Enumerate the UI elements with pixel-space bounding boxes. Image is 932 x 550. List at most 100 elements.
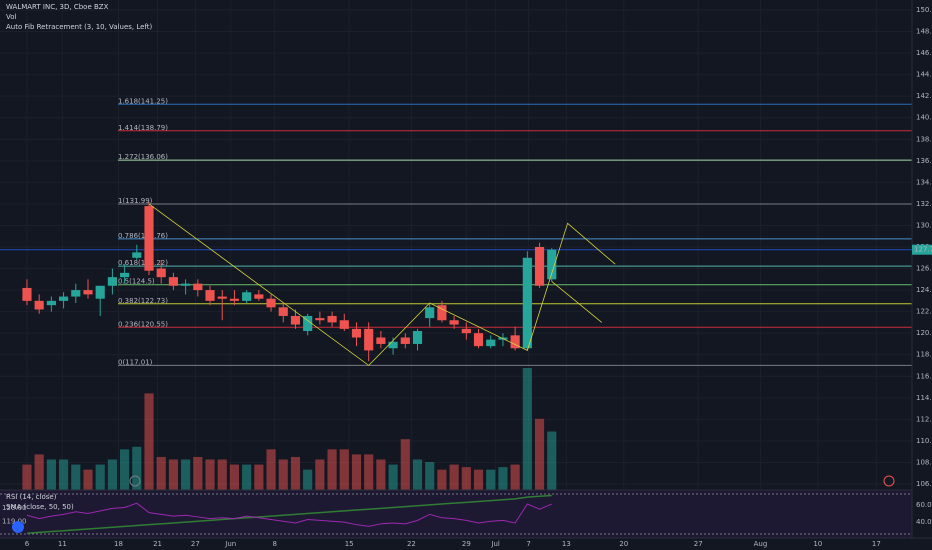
y-tick-label: 136.00 [916,157,932,165]
volume-bar [290,456,301,490]
x-tick-label: 17 [872,540,881,548]
candle-body [303,315,313,332]
volume-bar [327,449,337,490]
volume-bar [278,459,288,490]
candle-body [254,294,264,299]
volume-bar [59,459,69,490]
candle-body [364,328,374,351]
fib-label: 1.414(138.79) [118,124,168,132]
x-tick-label: 18 [114,540,123,548]
y-tick-label: 148.00 [916,28,932,36]
fib-levels: 1.618(141.25) 1.414(138.79) 1.272(136.06) 1… [0,97,912,366]
volume-bar [217,459,227,490]
x-tick-label: 10 [813,540,822,548]
x-tick-label: Jul [490,540,500,548]
x-tick-label: Jun [224,540,236,548]
fib-label: 1.272(136.06) [118,153,168,161]
candle-body [22,287,32,301]
y-tick-label: 126.00 [916,265,932,273]
y-tick-label: 116.00 [916,372,932,380]
candle-body [229,298,240,301]
candle-body [400,337,410,344]
y-tick-label: 150.00 [916,6,932,14]
volume-bar [425,462,435,490]
indicator-label: Vol [6,13,17,21]
candle-body [534,247,545,286]
y-tick-label: 142.00 [916,92,932,100]
sma-title: SMA (close, 50, 50) [6,503,74,511]
candle-body [473,333,484,347]
candle-body [205,290,215,301]
x-tick-label: 27 [191,540,200,548]
volume-bar [522,368,532,490]
candle-body [144,206,154,271]
alert-icon[interactable] [12,521,24,533]
candle-body [351,328,362,338]
volume-bar [83,469,93,490]
fib-label: 0.382(122.73) [118,297,168,305]
candle-body [193,283,203,291]
volume-bar [205,459,215,490]
sma-tick-label: 119.00 [2,518,27,526]
volume-bar [547,431,557,490]
volume-bars [22,368,557,490]
rsi [26,494,552,535]
y-tick-label: 114.00 [916,394,932,402]
axes: 106.00 108.00 110.00 112.00 114.00 116.00 118.… [2,6,932,548]
volume-bar [486,469,496,490]
volume-bar [95,464,105,490]
fib-label: 0.618(126.22) [118,259,168,267]
fib-label: 0.236(120.55) [118,320,168,328]
fib-label: 0.786(128.76) [118,232,168,240]
candle-body [461,328,471,334]
sma-tick-label: 120.00 [2,504,27,512]
earnings-marker[interactable] [129,475,141,487]
candle-body [132,252,142,258]
y-tick-label: 146.00 [916,49,932,57]
zigzag [148,203,616,366]
volume-bar [510,464,520,490]
x-tick-label: 11 [58,540,67,548]
y-tick-label: 108.00 [916,458,932,466]
candle-body [522,257,532,349]
volume-bar [388,464,398,490]
x-tick-label: 22 [407,540,416,548]
y-tick-label: 110.00 [916,437,932,445]
volume-bar [156,456,166,490]
volume-bar [364,454,374,490]
y-tick-label: 122.00 [916,308,932,316]
volume-bar [473,469,484,490]
fib-label: 0.5(124.5) [118,278,155,286]
zigzag-line [551,281,603,323]
x-tick-label: 8 [272,540,276,548]
candle-body [168,277,178,286]
candle-body [242,292,252,301]
rsi-pane [0,490,912,538]
y-tick-label: 112.00 [916,415,932,423]
price-tag [912,244,932,255]
volume-bar [46,459,56,490]
chart-title: WALMART INC, 3D, Cboe BZX [6,3,109,11]
candle-body [449,320,459,325]
y-tick-label: 140.00 [916,114,932,122]
y-tick-label: 124.00 [916,286,932,294]
candle-body [83,290,93,295]
volume-bar [339,449,349,490]
x-tick-label: 21 [153,540,162,548]
rsi-tick-label: 40.00 [916,518,932,526]
candle-body [425,307,435,319]
x-tick-label: 29 [462,540,471,548]
y-tick-label: 106.00 [916,480,932,488]
candle-body [376,337,386,344]
candle-body [278,307,288,316]
earnings-marker[interactable] [883,475,895,487]
x-tick-label: 7 [526,540,530,548]
x-tick-label: 15 [345,540,354,548]
y-tick-label: 144.00 [916,71,932,79]
x-tick-label: 13 [562,540,571,548]
candle-body [156,268,166,278]
candle-body [266,298,276,308]
candle-body [437,305,447,321]
candle-body [120,272,130,278]
